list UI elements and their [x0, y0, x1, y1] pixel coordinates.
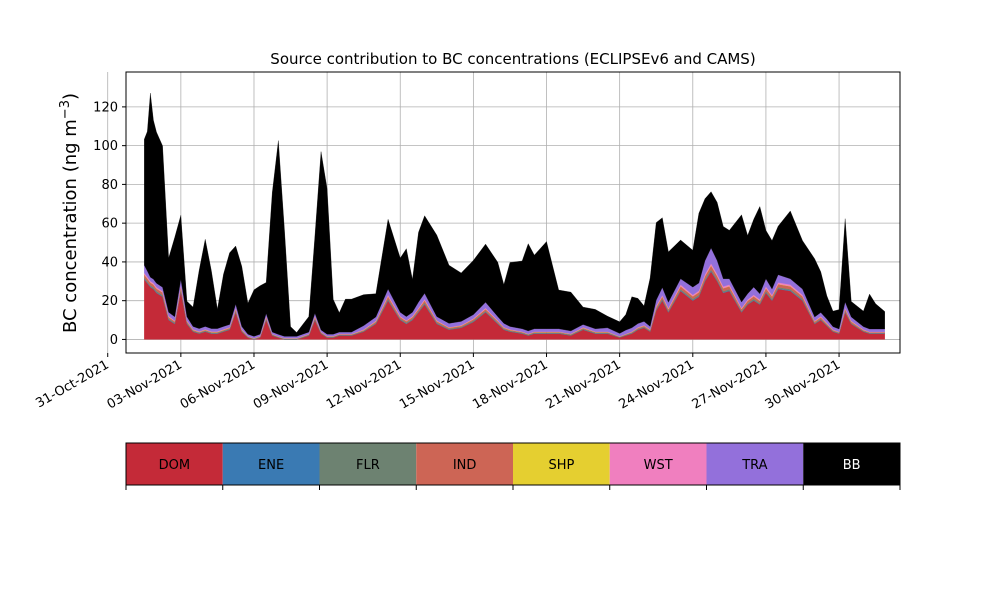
- legend-swatch-ene: [222, 443, 320, 485]
- x-axis: 31-Oct-202103-Nov-202106-Nov-202109-Nov-…: [33, 353, 843, 412]
- legend-label-wst: WST: [644, 458, 673, 473]
- legend-swatch-tra: [706, 443, 804, 485]
- legend-swatch-dom: [126, 443, 223, 485]
- y-tick-label: 40: [101, 255, 118, 270]
- legend-swatch-bb: [803, 443, 900, 485]
- legend-label-shp: SHP: [548, 458, 574, 473]
- legend-label-bb: BB: [843, 458, 861, 473]
- legend-label-dom: DOM: [159, 458, 190, 473]
- legend-swatch-flr: [319, 443, 417, 485]
- legend-swatch-ind: [416, 443, 513, 485]
- legend-frame: [125, 442, 901, 486]
- x-tick-label: 06-Nov-2021: [178, 357, 258, 412]
- legend-swatch-shp: [513, 443, 610, 485]
- y-tick-label: 0: [110, 333, 118, 348]
- x-tick-label: 18-Nov-2021: [470, 357, 550, 412]
- y-axis-label: BC concentration (ng m−3): [58, 93, 81, 333]
- x-tick-label: 30-Nov-2021: [763, 357, 843, 412]
- y-axis-label-close: ): [60, 93, 81, 100]
- legend-label-tra: TRA: [741, 458, 767, 473]
- y-tick-label: 100: [93, 139, 118, 154]
- y-tick-label: 20: [101, 294, 118, 309]
- y-axis-label-exponent: −3: [58, 100, 73, 119]
- x-tick-label: 27-Nov-2021: [690, 357, 770, 412]
- stacked-areas: [144, 93, 885, 340]
- chart-title: Source contribution to BC concentrations…: [270, 50, 755, 68]
- y-axis-label-main: BC concentration (ng m: [60, 119, 81, 333]
- area-bb: [144, 93, 885, 337]
- x-tick-label: 31-Oct-2021: [33, 357, 111, 411]
- x-tick-label: 12-Nov-2021: [324, 357, 404, 412]
- legend-label-ind: IND: [453, 458, 477, 473]
- x-tick-label: 24-Nov-2021: [617, 357, 697, 412]
- plot-frame: [125, 71, 901, 354]
- legend-label-flr: FLR: [356, 458, 380, 473]
- x-tick-label: 03-Nov-2021: [105, 357, 185, 412]
- y-tick-label: 80: [101, 178, 118, 193]
- source-colorbar-legend: DOM ENE FLR IND SHP WST TRA BB: [125, 442, 901, 490]
- legend-label-ene: ENE: [258, 458, 284, 473]
- y-tick-label: 60: [101, 217, 118, 232]
- y-tick-label: 120: [93, 100, 118, 115]
- x-tick-label: 09-Nov-2021: [251, 357, 331, 412]
- y-axis: 0 20 40 60 80 100 120: [93, 100, 126, 348]
- x-tick-label: 15-Nov-2021: [397, 357, 477, 412]
- x-tick-label: 21-Nov-2021: [543, 357, 623, 412]
- legend-swatch-wst: [609, 443, 707, 485]
